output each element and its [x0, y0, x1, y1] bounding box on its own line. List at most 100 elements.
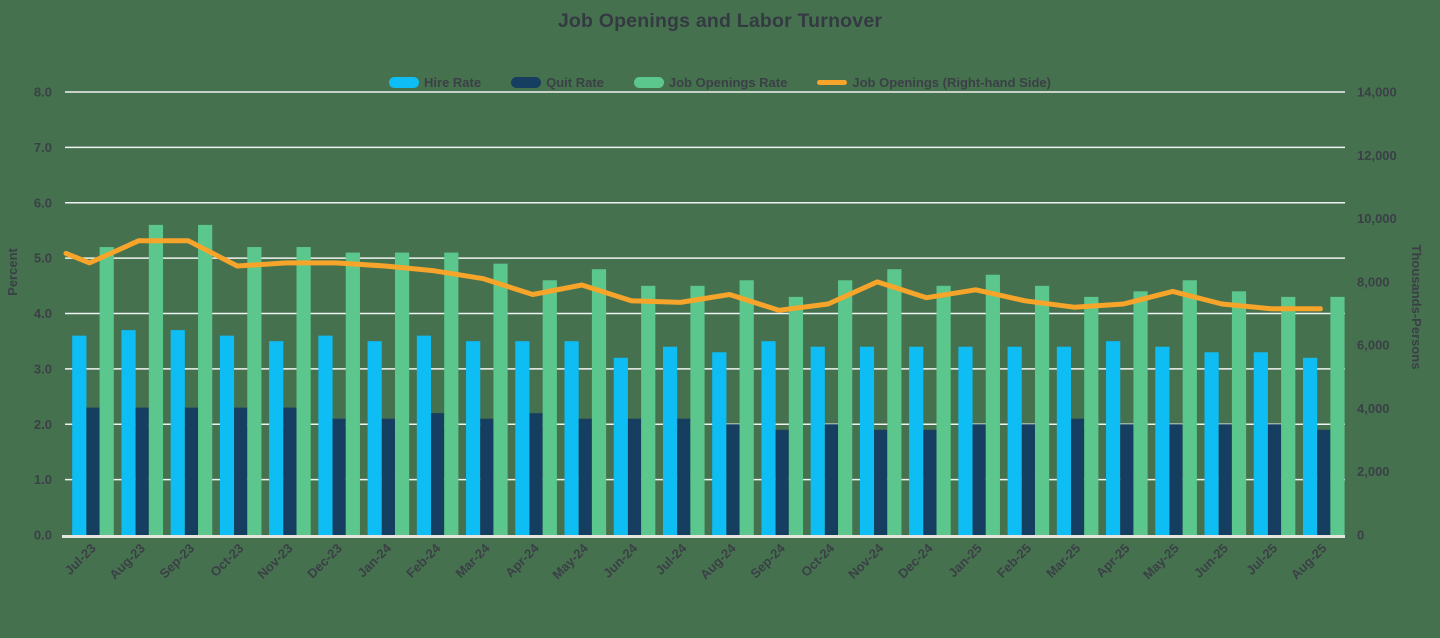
bar-quit-Oct-24 — [824, 424, 839, 535]
left-axis-tick-6.0: 6.0 — [34, 195, 52, 210]
chart-legend: Hire Rate Quit Rate Job Openings Rate Job O… — [0, 71, 1440, 93]
bar-openings_rate-Oct-23 — [247, 247, 262, 536]
bar-quit-Apr-24 — [529, 413, 543, 535]
x-axis-label-Nov-24: Nov-24 — [845, 540, 887, 582]
bar-quit-Feb-24 — [431, 413, 445, 535]
left-axis-tick-2.0: 2.0 — [34, 417, 52, 432]
bar-quit-Mar-25 — [1071, 418, 1085, 535]
legend-item-job-openings-right-hand-side[interactable]: Job Openings (Right-hand Side) — [817, 75, 1051, 90]
bar-hire-Dec-24 — [909, 346, 924, 535]
bar-hire-Aug-25 — [1302, 357, 1318, 535]
bar-quit-Dec-24 — [923, 429, 937, 535]
bar-hire-May-25 — [1155, 346, 1170, 535]
left-axis-title: Percent — [5, 247, 20, 295]
bar-quit-Jun-24 — [627, 418, 642, 535]
bar-hire-Jan-25 — [958, 346, 973, 535]
bar-openings_rate-Aug-24 — [739, 280, 754, 535]
x-axis-label-Aug-25: Aug-25 — [1288, 541, 1330, 583]
bar-openings_rate-Jan-25 — [985, 274, 1000, 535]
x-axis-label-Dec-23: Dec-23 — [304, 541, 345, 582]
legend-bar-swatch — [511, 76, 542, 88]
bar-openings_rate-May-24 — [591, 269, 607, 535]
bar-quit-May-24 — [578, 418, 592, 535]
bar-openings_rate-Sep-24 — [788, 296, 804, 535]
bar-hire-Sep-23 — [170, 330, 185, 535]
left-axis-tick-3.0: 3.0 — [34, 361, 52, 376]
bar-hire-Nov-24 — [859, 346, 875, 535]
right-axis-tick-2000: 2,000 — [1357, 464, 1390, 479]
x-axis-label-Apr-24: Apr-24 — [502, 540, 542, 580]
bar-openings_rate-Aug-25 — [1330, 296, 1345, 535]
bar-hire-May-24 — [564, 341, 579, 535]
legend-item-job-openings-rate[interactable]: Job Openings Rate — [633, 74, 788, 90]
x-axis-label-Mar-24: Mar-24 — [452, 540, 493, 581]
bar-hire-Apr-24 — [515, 341, 530, 535]
bar-openings_rate-Jul-24 — [690, 285, 705, 535]
legend-item-quit-rate[interactable]: Quit Rate — [511, 75, 604, 90]
bar-openings_rate-Nov-24 — [887, 269, 902, 535]
bar-hire-Aug-24 — [712, 352, 727, 535]
bar-quit-Jul-23 — [86, 407, 100, 535]
x-axis-label-Aug-24: Aug-24 — [697, 540, 739, 582]
right-axis-title: Thousands-Persons — [1409, 245, 1424, 370]
bar-hire-Oct-23 — [219, 335, 235, 535]
bar-openings_rate-Mar-24 — [493, 263, 508, 535]
bar-quit-Aug-23 — [135, 407, 149, 535]
bar-hire-Jul-24 — [662, 346, 678, 535]
x-axis-label-Oct-23: Oct-23 — [207, 541, 246, 580]
bar-hire-Jul-25 — [1253, 352, 1268, 535]
bar-hire-Feb-24 — [416, 335, 432, 535]
bar-openings_rate-Apr-24 — [542, 280, 557, 535]
bar-hire-Oct-24 — [810, 346, 825, 535]
x-axis-label-Nov-23: Nov-23 — [254, 541, 295, 582]
x-axis-label-Apr-25: Apr-25 — [1093, 541, 1133, 581]
left-axis-tick-1.0: 1.0 — [34, 472, 52, 487]
x-axis-label-Mar-25: Mar-25 — [1043, 541, 1083, 581]
legend-item-hire-rate[interactable]: Hire Rate — [389, 75, 481, 90]
bar-quit-Feb-25 — [1021, 424, 1035, 535]
x-axis-label-Sep-24: Sep-24 — [747, 540, 788, 581]
bar-openings_rate-Jul-23 — [99, 247, 114, 536]
bar-hire-Aug-23 — [121, 330, 136, 535]
bar-openings_rate-Apr-25 — [1133, 291, 1148, 535]
x-axis-label-Feb-24: Feb-24 — [403, 540, 444, 581]
bar-hire-Jun-25 — [1204, 352, 1219, 535]
right-axis-tick-10000: 10,000 — [1357, 211, 1397, 226]
bar-quit-Jun-25 — [1218, 424, 1232, 535]
x-axis-label-Sep-23: Sep-23 — [156, 541, 197, 582]
bar-quit-Apr-25 — [1120, 424, 1134, 535]
right-axis-tick-6000: 6,000 — [1357, 338, 1390, 353]
bar-quit-Aug-24 — [726, 424, 740, 535]
left-axis-tick-0.0: 0.0 — [34, 528, 52, 543]
x-axis-label-Feb-25: Feb-25 — [994, 541, 1034, 581]
bar-hire-Nov-23 — [269, 341, 284, 535]
bar-hire-Dec-23 — [318, 335, 333, 535]
bar-openings_rate-May-25 — [1182, 280, 1197, 535]
bar-quit-May-25 — [1169, 424, 1183, 535]
x-axis-label-Aug-23: Aug-23 — [106, 541, 148, 583]
bar-hire-Feb-25 — [1007, 346, 1022, 535]
bar-openings_rate-Jun-25 — [1231, 291, 1247, 535]
legend-label: Job Openings (Right-hand Side) — [852, 74, 1051, 90]
job-openings-line — [63, 238, 1323, 313]
bar-openings_rate-Dec-23 — [345, 252, 360, 535]
legend-label: Quit Rate — [546, 74, 604, 90]
bar-quit-Jan-25 — [972, 424, 986, 535]
bar-hire-Jul-23 — [72, 335, 87, 535]
bar-hire-Mar-24 — [466, 341, 481, 535]
x-axis-label-Jun-24: Jun-24 — [600, 540, 641, 581]
legend-label: Job Openings Rate — [668, 74, 788, 90]
x-axis-label-May-25: May-25 — [1140, 541, 1182, 583]
bar-hire-Jan-24 — [367, 341, 382, 535]
x-axis-label-Jan-24: Jan-24 — [354, 540, 394, 580]
bar-openings_rate-Jun-24 — [641, 285, 656, 535]
bar-quit-Jul-24 — [677, 418, 691, 535]
bar-hire-Sep-24 — [761, 341, 776, 535]
right-axis-tick-12000: 12,000 — [1357, 148, 1397, 163]
legend-line-swatch — [817, 79, 848, 85]
right-axis-tick-8000: 8,000 — [1357, 274, 1390, 289]
bar-hire-Jun-24 — [613, 357, 628, 535]
bar-quit-Jul-25 — [1267, 424, 1282, 535]
